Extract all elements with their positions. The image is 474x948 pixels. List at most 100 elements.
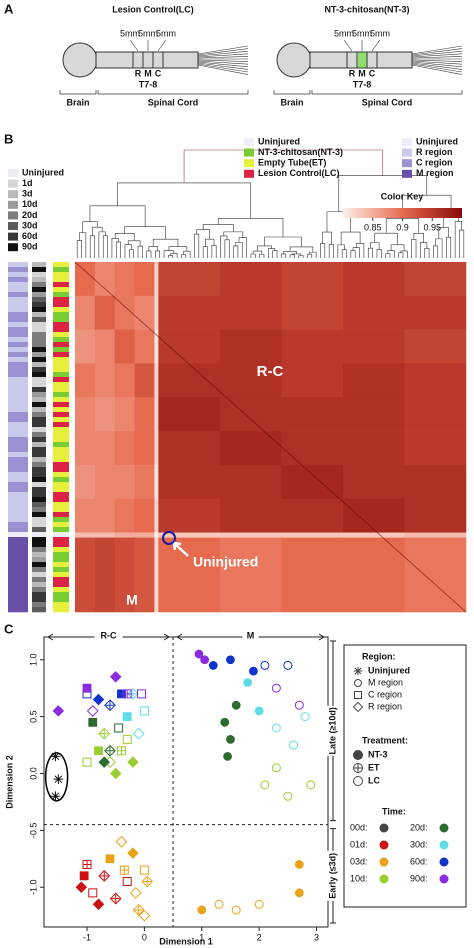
- time-bar: [32, 392, 46, 398]
- dendrogram-branch: [268, 248, 276, 258]
- dendrogram-branch: [115, 241, 121, 258]
- treatment-bar: [53, 557, 69, 563]
- region-bar: [8, 282, 28, 288]
- data-point: [129, 886, 142, 899]
- treatment-bar: [53, 547, 69, 553]
- data-point: [122, 689, 132, 699]
- brace: [273, 90, 311, 95]
- time-bar: [32, 267, 46, 273]
- dendrogram-branch: [223, 231, 244, 238]
- brain-shape: [62, 42, 98, 78]
- region-bar: [8, 557, 28, 563]
- heatmap-cell: [342, 262, 405, 297]
- legend-swatch: [244, 138, 254, 146]
- dendrogram-branch: [272, 250, 278, 258]
- dendrogram-branch: [340, 231, 361, 245]
- heatmap-cell: [404, 295, 467, 330]
- heatmap-annotation: M: [126, 592, 138, 608]
- treatment-bar: [53, 362, 69, 368]
- time-bar: [32, 387, 46, 393]
- dendrogram-branch: [307, 253, 313, 258]
- legend-dot: [439, 874, 449, 884]
- heatmap-cell: [158, 397, 221, 432]
- nerve-line: [411, 61, 463, 68]
- legend-dot: [439, 840, 449, 850]
- heatmap-cell: [75, 498, 96, 533]
- heatmap-cell: [154, 295, 159, 330]
- brain-label: Brain: [280, 97, 303, 107]
- x-tick-label: -1: [83, 932, 91, 942]
- legend-label: NT-3-chitosan(NT-3): [258, 147, 343, 157]
- dendrogram-branch: [283, 250, 297, 254]
- treatment-bar: [53, 567, 69, 573]
- treatment-bar: [53, 607, 69, 613]
- data-point: [50, 751, 61, 762]
- heatmap-cell: [342, 329, 405, 364]
- data-point: [294, 700, 304, 710]
- heatmap-cell: [158, 537, 221, 613]
- nerve-line: [411, 56, 463, 59]
- heatmap-cell: [75, 397, 96, 432]
- legend-label: Uninjured: [258, 136, 300, 146]
- region-bar: [8, 377, 28, 383]
- heatmap-cell: [134, 537, 155, 613]
- region-bar: [8, 567, 28, 573]
- data-point: [220, 717, 230, 727]
- time-annotation: Early (≤3d): [327, 853, 337, 899]
- legend-label: 60d:: [410, 856, 428, 866]
- data-point: [139, 706, 149, 716]
- x-axis-title: Dimension 1: [159, 936, 213, 946]
- heatmap-cell: [134, 262, 155, 297]
- color-key-title: Color Key: [381, 191, 424, 201]
- time-annotation: Late (≥10d): [327, 707, 337, 754]
- treatment-bar: [53, 302, 69, 308]
- heatmap-cell: [114, 464, 135, 500]
- time-bar: [32, 597, 46, 603]
- treatment-bar: [53, 482, 69, 488]
- legend-label: 10d: [22, 199, 38, 209]
- dendrogram-branch: [137, 245, 143, 258]
- legend-label: Uninjured: [368, 665, 410, 675]
- time-bar: [32, 507, 46, 513]
- treatment-bar: [53, 397, 69, 403]
- data-point: [226, 734, 235, 744]
- data-point: [127, 847, 139, 859]
- color-key-label: 0.85: [364, 222, 382, 232]
- legend-label: NT-3: [368, 749, 388, 759]
- region-bar: [8, 307, 28, 313]
- heatmap-cell: [114, 329, 135, 364]
- region-bar: [8, 577, 28, 583]
- heatmap-cell: [134, 397, 155, 432]
- legend-label: M region: [368, 677, 403, 687]
- nerve-line: [197, 56, 249, 59]
- time-bar: [32, 357, 46, 363]
- time-bar: [32, 362, 46, 368]
- treatment-bar: [53, 457, 69, 463]
- label-bg: [94, 630, 123, 642]
- dendrogram-branch: [341, 249, 347, 258]
- legend-swatch: [8, 222, 18, 230]
- legend-label: 3d: [22, 189, 33, 199]
- dendrogram-branch: [220, 235, 228, 258]
- region-bar: [8, 592, 28, 598]
- dendrogram-branch: [289, 254, 295, 258]
- region-bar: [8, 467, 28, 473]
- data-point: [283, 660, 293, 670]
- dendrogram-branch: [356, 243, 365, 258]
- treatment-bar: [53, 452, 69, 458]
- data-point: [271, 683, 281, 693]
- treatment-bar: [53, 267, 69, 273]
- spacing-label: 5mm: [352, 28, 372, 38]
- data-point: [88, 717, 98, 727]
- legend-label: 20d: [22, 210, 38, 220]
- data-point: [122, 712, 132, 722]
- nerve-line: [197, 45, 249, 55]
- legend-label: 90d:: [410, 873, 428, 883]
- dendrogram-branch: [281, 253, 287, 258]
- treatment-bar: [53, 427, 69, 433]
- data-point: [115, 835, 128, 848]
- treatment-bar: [53, 472, 69, 478]
- treatment-bar: [53, 337, 69, 343]
- treatment-bar: [53, 572, 69, 578]
- nerve-line: [411, 50, 463, 57]
